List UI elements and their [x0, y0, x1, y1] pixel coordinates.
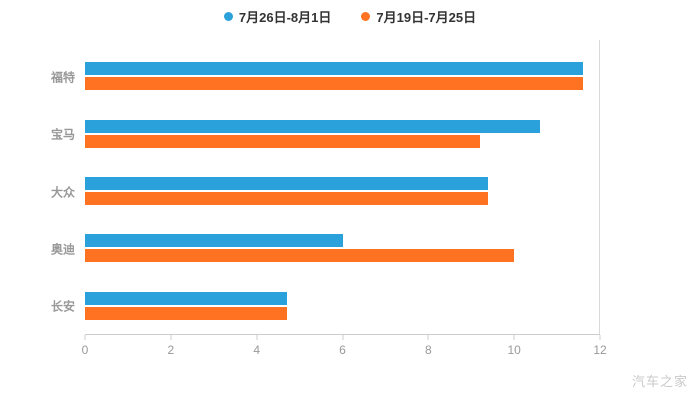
legend-item-series-2[interactable]: 7月19日-7月25日	[361, 7, 476, 26]
bar-series-1-福特[interactable]	[85, 62, 583, 76]
bar-series-1-长安[interactable]	[85, 291, 287, 305]
bar-series-1-大众[interactable]	[85, 177, 489, 190]
legend-circle-marker-icon	[361, 12, 371, 21]
watermark: 汽车之家	[631, 374, 688, 389]
y-axis-label: 福特	[50, 70, 75, 85]
x-axis-tick	[256, 335, 258, 340]
bar-series-2-奥迪[interactable]	[85, 249, 515, 263]
x-axis-tick-label: 10	[507, 343, 521, 357]
x-axis-tick-label: 0	[81, 343, 89, 357]
y-axis-label: 宝马	[50, 127, 75, 142]
x-axis: 0 2 4 6 8 10 12	[81, 335, 607, 365]
y-axis-label: 奥迪	[50, 242, 75, 257]
bar-series-2-大众[interactable]	[85, 192, 489, 205]
y-axis-label: 长安	[50, 299, 75, 314]
bar-series-2-宝马[interactable]	[85, 134, 480, 148]
x-axis-tick-label: 12	[593, 343, 607, 357]
x-axis-tick	[170, 335, 172, 340]
bar-series-2-长安[interactable]	[85, 306, 287, 320]
x-axis-tick	[513, 335, 515, 340]
legend: 7月26日-8月1日 7月19日-7月25日	[0, 7, 700, 26]
legend-label: 7月19日-7月25日	[376, 10, 477, 25]
legend-item-series-1[interactable]: 7月26日-8月1日	[223, 7, 332, 26]
x-axis-tick-label: 2	[167, 343, 175, 357]
x-axis-tick	[342, 335, 343, 340]
x-axis-tick-label: 4	[253, 343, 260, 357]
plot-area: 福特宝马大众奥迪长安	[51, 40, 600, 335]
x-axis-tick-label: 6	[339, 343, 346, 357]
x-axis-tick-label: 8	[424, 343, 432, 357]
gridline-x12	[599, 40, 600, 334]
bar-series-1-宝马[interactable]	[85, 119, 540, 133]
y-axis-label: 大众	[50, 185, 75, 199]
x-axis-tick	[427, 335, 429, 340]
legend-label: 7月26日-8月1日	[238, 10, 332, 25]
bar-series-2-福特[interactable]	[85, 77, 583, 91]
bar-series-1-奥迪[interactable]	[85, 234, 343, 248]
x-axis-tick	[84, 335, 86, 340]
x-axis-tick	[599, 335, 601, 340]
legend-circle-marker-icon	[223, 12, 233, 21]
